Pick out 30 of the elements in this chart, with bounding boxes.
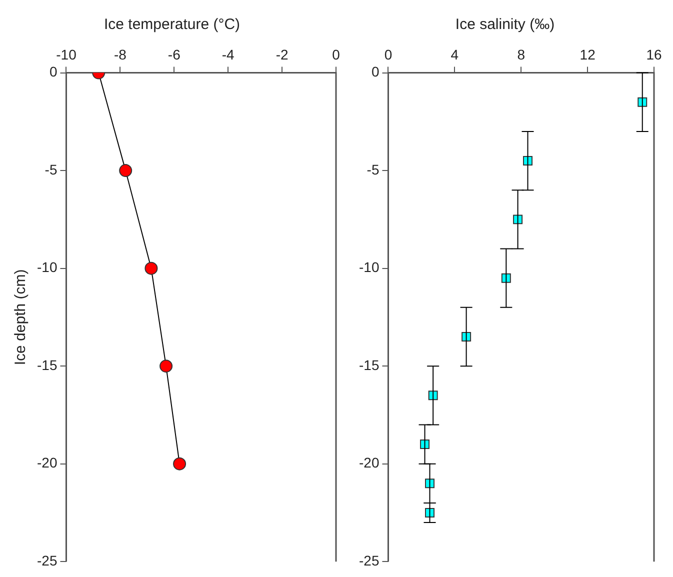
y-tick-label: -5 — [44, 161, 58, 178]
y-tick-label: -25 — [37, 552, 58, 568]
x-tick-label: -10 — [56, 46, 77, 62]
y-tick-label: 0 — [49, 64, 58, 80]
x-tick-label: -2 — [276, 46, 288, 62]
point — [160, 360, 173, 373]
point — [144, 262, 158, 275]
x-tick-label: 16 — [646, 46, 662, 62]
y-tick-label: -25 — [359, 552, 380, 568]
x-tick-label: 8 — [517, 46, 526, 62]
y-tick-label: -20 — [37, 454, 58, 471]
y-tick-label: -15 — [37, 356, 58, 373]
x-axis-title: Ice temperature (°C) — [104, 16, 240, 34]
x-tick-label: 12 — [580, 46, 596, 62]
y-tick-label: -10 — [359, 259, 380, 276]
x-tick-label: -6 — [168, 46, 181, 62]
x-tick-label: 4 — [450, 46, 459, 62]
y-tick-label: 0 — [371, 64, 380, 80]
point — [173, 457, 186, 470]
x-tick-label: 0 — [384, 46, 392, 62]
x-tick-label: -4 — [222, 46, 235, 62]
y-tick-label: -20 — [359, 454, 380, 471]
y-tick-label: -15 — [359, 356, 380, 373]
y-axis-title: Ice depth (cm) — [12, 269, 30, 366]
x-tick-label: -8 — [114, 46, 127, 62]
point — [119, 164, 132, 178]
x-axis-title: Ice salinity (‰) — [455, 16, 555, 34]
y-tick-label: -10 — [37, 259, 58, 276]
y-tick-label: -5 — [366, 161, 380, 178]
x-tick-label: 0 — [332, 46, 340, 62]
